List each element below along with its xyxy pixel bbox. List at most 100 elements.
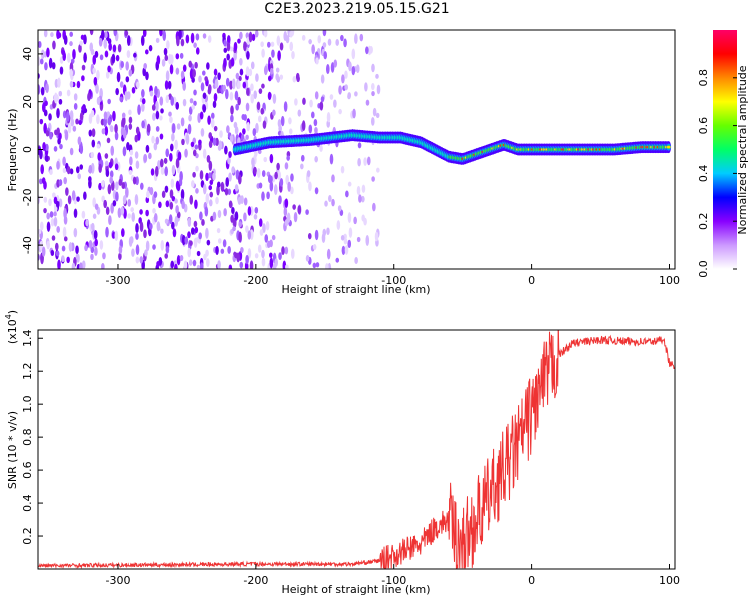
heatmap-cell <box>308 39 312 45</box>
heatmap-cell <box>118 245 123 255</box>
heatmap-cell <box>142 30 147 38</box>
heatmap-cell <box>263 65 268 76</box>
heatmap-cell <box>40 86 45 96</box>
heatmap-cell <box>212 211 217 221</box>
colorbar-tick-label: 0.8 <box>697 69 710 87</box>
heatmap-cell <box>327 38 332 46</box>
heatmap-cell <box>51 62 56 70</box>
heatmap-cell <box>305 254 310 262</box>
heatmap-cell <box>314 91 319 100</box>
top-y-tick-label: 20 <box>21 95 34 109</box>
heatmap-cell <box>134 151 139 159</box>
heatmap-cell <box>92 67 96 74</box>
heatmap-cell <box>94 238 98 247</box>
top-x-tick-label: -200 <box>243 274 268 287</box>
heatmap-cell <box>337 205 342 212</box>
heatmap-cell <box>97 152 102 161</box>
top-y-tick-label: -20 <box>21 188 34 206</box>
heatmap-cell <box>269 67 274 75</box>
heatmap-cell <box>122 195 127 205</box>
bottom-y-tick-label: 0.2 <box>21 527 34 545</box>
heatmap-cell <box>79 40 83 46</box>
heatmap-cell <box>69 168 74 175</box>
heatmap-cell <box>146 123 151 133</box>
heatmap-cell <box>204 206 209 217</box>
heatmap-cell <box>243 212 247 222</box>
heatmap-cell <box>48 57 53 69</box>
bottom-x-tick-label: 100 <box>659 574 680 587</box>
heatmap-cell <box>124 90 129 102</box>
heatmap-cell <box>61 245 66 252</box>
heatmap-cell <box>45 143 49 152</box>
heatmap-cell <box>258 182 263 189</box>
heatmap-cell <box>220 181 225 192</box>
heatmap-cell <box>155 100 159 112</box>
heatmap-cell <box>61 49 66 55</box>
heatmap-cell <box>214 78 219 89</box>
heatmap-cell <box>66 111 70 122</box>
heatmap-cell <box>84 244 88 252</box>
heatmap-cell <box>143 62 147 70</box>
heatmap-cell <box>277 119 282 128</box>
heatmap-cell <box>246 87 250 96</box>
heatmap-cell <box>343 38 347 48</box>
heatmap-cell <box>314 155 318 163</box>
heatmap-cell <box>182 98 187 107</box>
heatmap-cell <box>83 191 87 200</box>
heatmap-cell <box>233 41 238 52</box>
heatmap-cell <box>281 246 285 256</box>
heatmap-cell <box>109 125 114 133</box>
heatmap-cell <box>117 44 122 53</box>
heatmap-cell <box>92 54 97 65</box>
heatmap-cell <box>208 185 213 191</box>
heatmap-cell <box>311 44 315 55</box>
top-y-tick-label: 40 <box>21 47 34 61</box>
heatmap-cell <box>88 178 92 189</box>
heatmap-cell <box>249 229 254 240</box>
heatmap-cell <box>250 61 255 70</box>
heatmap-cell <box>335 257 340 263</box>
heatmap-cell <box>185 133 190 145</box>
heatmap-cell <box>40 221 44 231</box>
heatmap-cell <box>75 166 80 174</box>
heatmap-cell <box>229 46 234 52</box>
heatmap-cell <box>357 142 362 149</box>
heatmap-cell <box>372 107 377 117</box>
heatmap-cell <box>229 91 234 101</box>
heatmap-cell <box>38 40 42 48</box>
heatmap-cell <box>194 144 199 150</box>
heatmap-cell <box>297 109 302 117</box>
heatmap-cell <box>345 190 349 198</box>
heatmap-cell <box>230 214 234 223</box>
heatmap-cell <box>148 45 153 52</box>
heatmap-cell <box>215 196 219 205</box>
heatmap-cell <box>251 33 256 42</box>
heatmap-cells <box>38 30 672 269</box>
heatmap-cell <box>115 87 119 96</box>
heatmap-cell <box>208 172 212 179</box>
heatmap-cell <box>329 94 334 100</box>
heatmap-cell <box>348 227 353 238</box>
heatmap-cell <box>261 170 266 178</box>
heatmap-cell <box>326 63 330 75</box>
heatmap-cell <box>164 185 169 193</box>
heatmap-cell <box>69 110 74 121</box>
heatmap-cell <box>118 252 122 261</box>
heatmap-cell <box>331 198 335 207</box>
heatmap-cell <box>231 166 235 174</box>
heatmap-cell <box>666 145 671 149</box>
heatmap-cell <box>202 104 207 113</box>
colorbar-tick-label: 0.0 <box>697 260 710 278</box>
heatmap-cell <box>93 76 98 86</box>
heatmap-cell <box>88 129 93 137</box>
heatmap-cell <box>146 190 150 199</box>
heatmap-cell <box>208 199 213 207</box>
heatmap-cell <box>164 218 169 224</box>
heatmap-cell <box>91 128 96 138</box>
heatmap-cell <box>301 120 306 131</box>
bottom-x-tick-label: 0 <box>528 574 535 587</box>
heatmap-cell <box>256 101 261 111</box>
heatmap-cell <box>231 78 236 90</box>
heatmap-cell <box>73 227 78 238</box>
